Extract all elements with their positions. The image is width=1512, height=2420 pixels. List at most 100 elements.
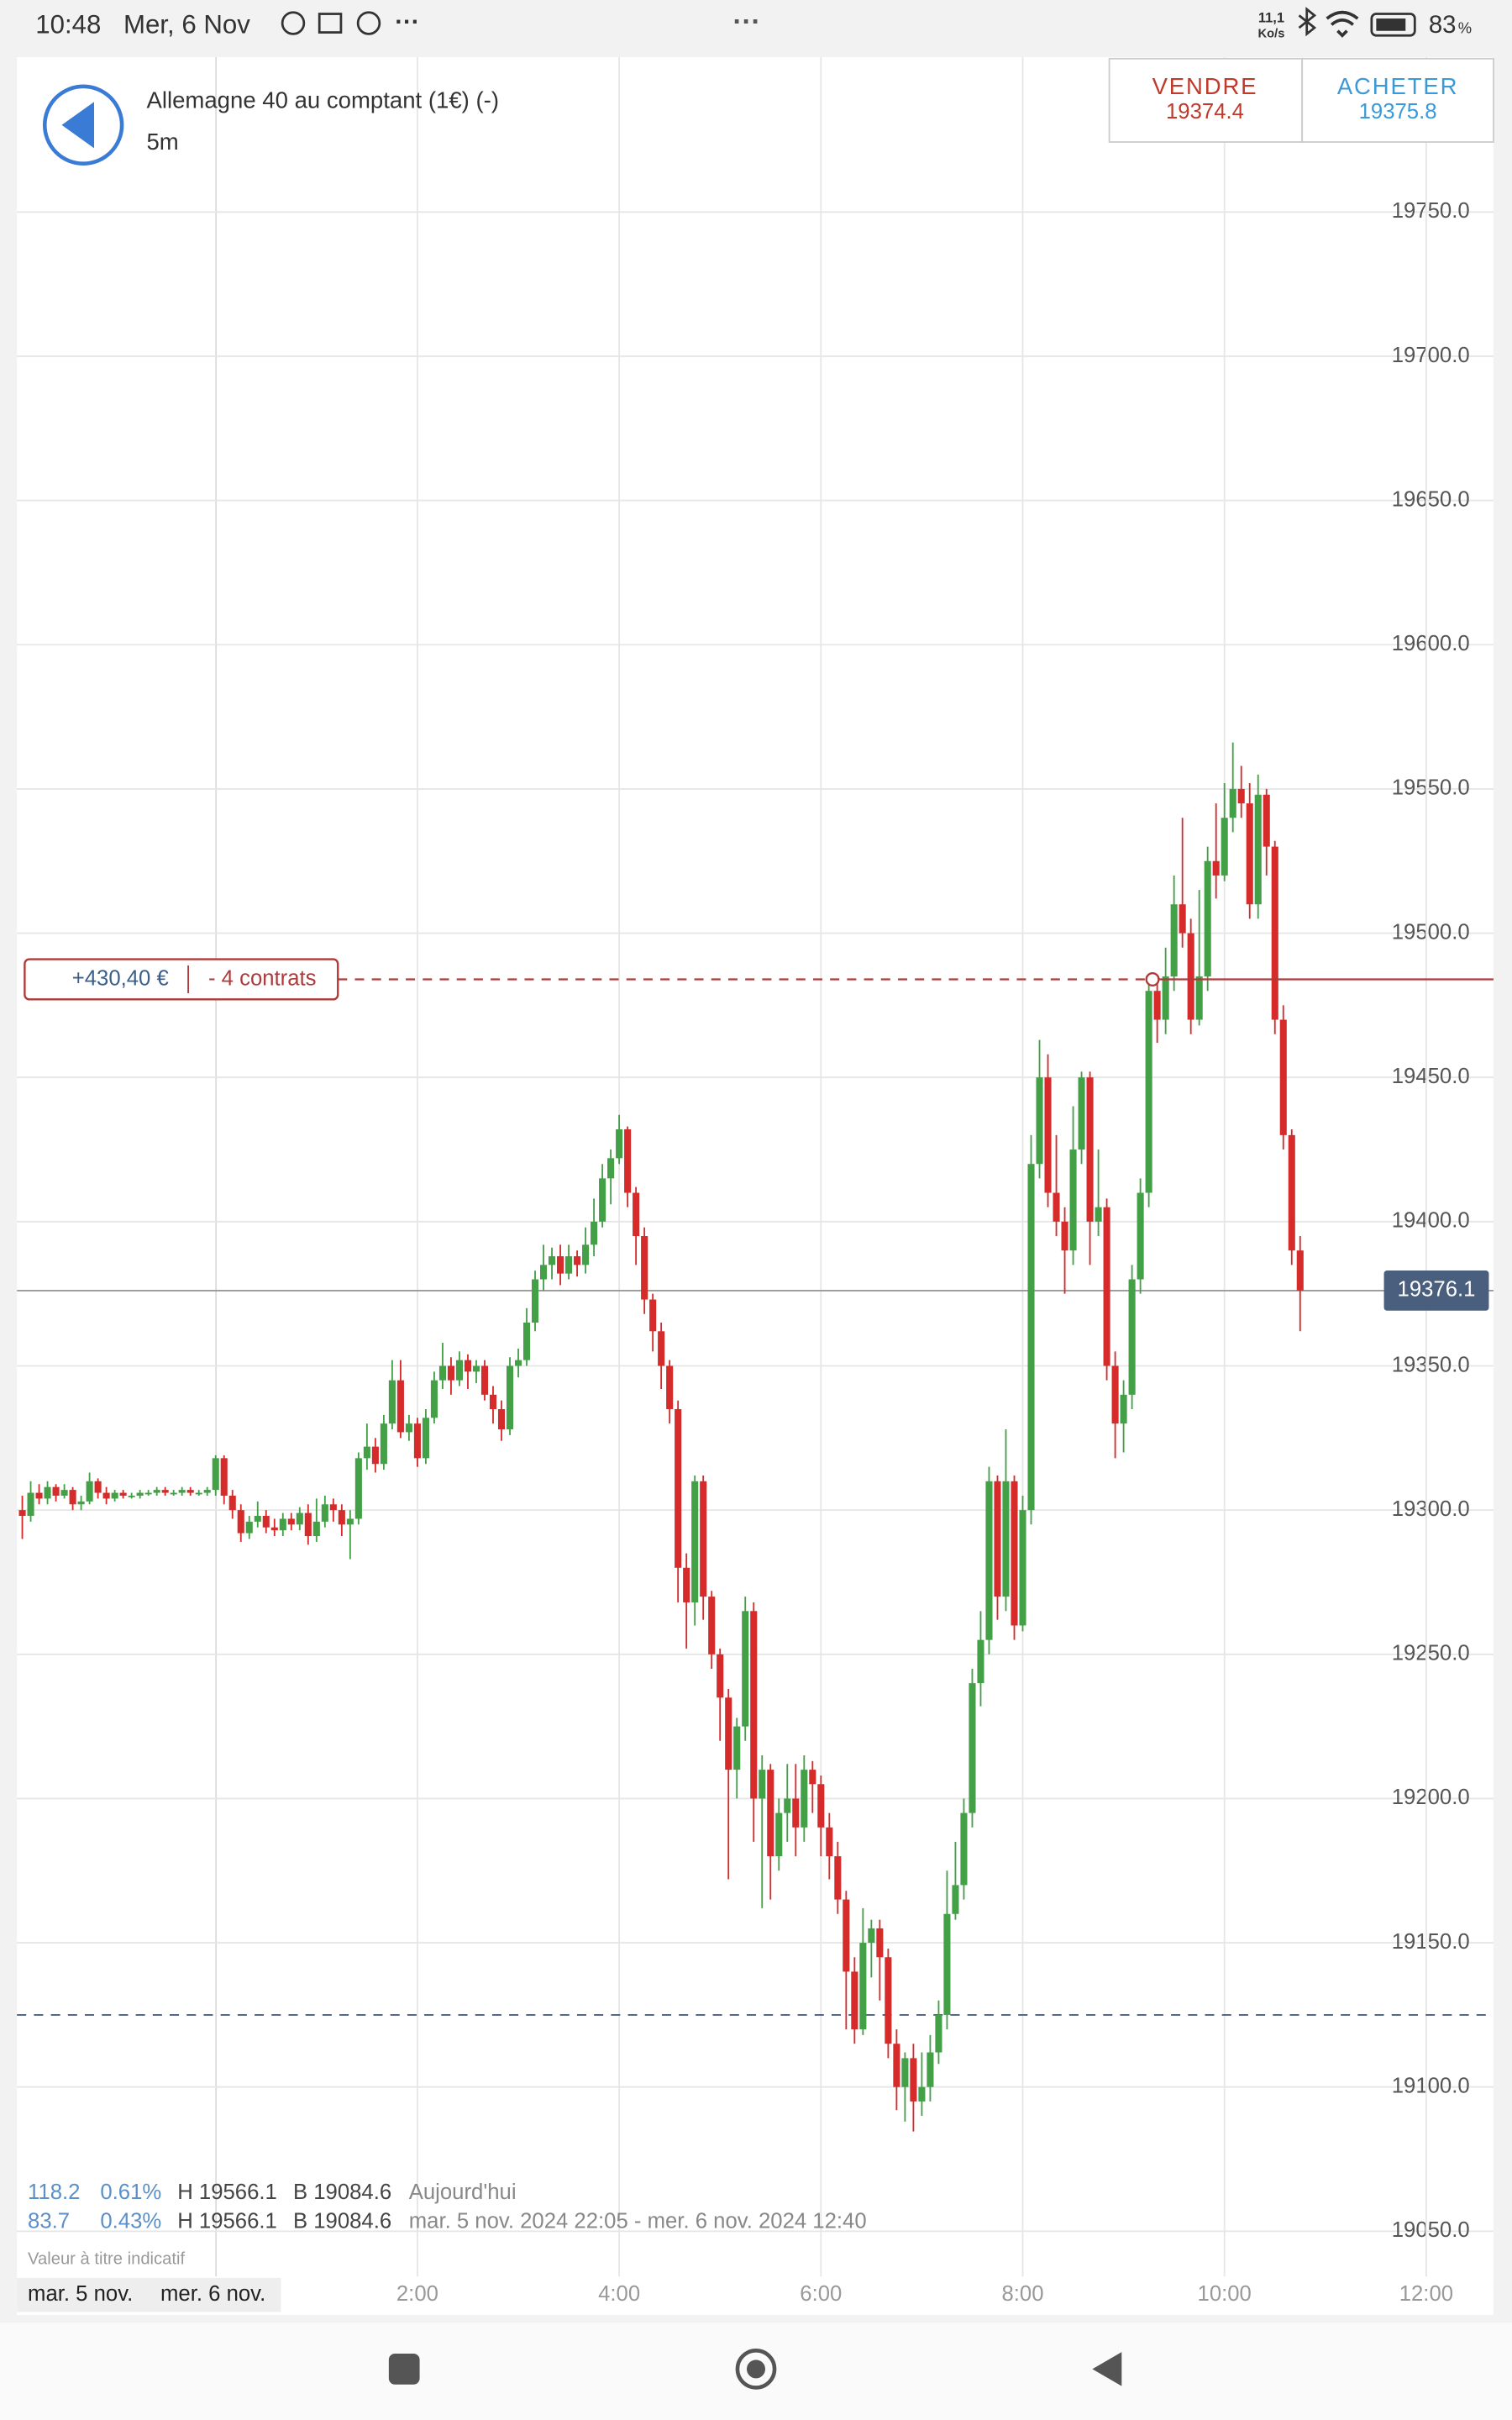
position-tag[interactable]: +430,40 € - 4 contrats — [24, 958, 339, 1001]
candle-body — [69, 1490, 76, 1505]
candle-body — [237, 1510, 244, 1534]
candle-body — [388, 1380, 396, 1424]
candle-body — [1086, 1077, 1094, 1222]
entry-marker — [1145, 971, 1160, 987]
candle-body — [405, 1423, 412, 1433]
candle-body — [700, 1481, 707, 1597]
status-bar: 10:48 Mer, 6 Nov ··· ··· 11,1 Ko/s 83 % — [35, 6, 1472, 40]
candle-body — [186, 1490, 194, 1493]
candle-body — [935, 2014, 942, 2053]
candle-body — [607, 1158, 615, 1179]
candle-body — [338, 1510, 345, 1525]
y-tick-label: 19750.0 — [1392, 199, 1470, 223]
bluetooth-icon — [1298, 7, 1317, 37]
x-tick-label: 8:00 — [1001, 2282, 1043, 2306]
candle-body — [77, 1501, 85, 1505]
header: Allemagne 40 au comptant (1€) (-) 5m VEN… — [42, 57, 1494, 166]
candle-body — [413, 1423, 421, 1459]
x-tick-label: 6:00 — [800, 2282, 842, 2306]
x-tick-label: 2:00 — [396, 2282, 438, 2306]
candle-body — [960, 1812, 968, 1886]
candle-body — [522, 1323, 531, 1360]
candle-body — [102, 1492, 110, 1499]
candle-body — [1212, 860, 1220, 876]
x-tick-label: 12:00 — [1399, 2282, 1453, 2306]
candle-body — [775, 1812, 783, 1857]
candle-body — [624, 1128, 632, 1193]
candle-body — [203, 1490, 211, 1493]
candle-body — [472, 1365, 480, 1372]
candle-body — [683, 1567, 690, 1602]
candle-body — [1271, 846, 1278, 1020]
nav-bar — [0, 2323, 1512, 2420]
y-tick-label: 19550.0 — [1392, 776, 1470, 800]
candle-body — [582, 1244, 590, 1265]
candle-body — [1103, 1207, 1110, 1366]
candle-body — [1011, 1481, 1018, 1626]
instrument-name: Allemagne 40 au comptant (1€) (-) — [146, 87, 499, 113]
candle-body — [1111, 1365, 1119, 1424]
candle-body — [565, 1256, 573, 1274]
candle-body — [599, 1178, 606, 1222]
home-dot — [746, 2360, 766, 2379]
candle-body — [666, 1365, 674, 1409]
candle-body — [1145, 991, 1152, 1193]
candle-body — [801, 1770, 808, 1828]
candle-body — [170, 1492, 177, 1495]
candle-body — [396, 1380, 404, 1433]
candle-body — [371, 1446, 379, 1465]
candle-body — [843, 1899, 850, 1972]
y-tick-label: 19050.0 — [1392, 2218, 1470, 2242]
candle-body — [708, 1597, 716, 1655]
candle-body — [304, 1512, 312, 1537]
candle-body — [27, 1492, 34, 1517]
candle-body — [1027, 1164, 1035, 1511]
sell-button[interactable] — [1108, 57, 1304, 143]
disclaimer: Valeur à titre indicatif — [28, 2249, 185, 2268]
candle-body — [346, 1518, 354, 1525]
y-tick-label: 19650.0 — [1392, 487, 1470, 511]
candle-body — [1036, 1077, 1043, 1165]
position-box[interactable] — [24, 958, 339, 1001]
candle-body — [1019, 1510, 1026, 1626]
candle-body — [540, 1265, 548, 1280]
recents-button[interactable] — [388, 2354, 420, 2385]
candle-body — [228, 1495, 236, 1511]
net-speed-unit: Ko/s — [1258, 27, 1285, 40]
candle-body — [1187, 933, 1194, 1020]
candle-body — [591, 1221, 598, 1245]
candle-body — [212, 1458, 219, 1491]
candle-body — [859, 1943, 867, 2030]
candle-body — [759, 1770, 766, 1799]
candle-body — [279, 1518, 286, 1531]
candle-body — [1044, 1077, 1052, 1193]
candle-body — [943, 1913, 951, 2015]
candle-body — [784, 1798, 791, 1813]
stat-value: 83.7 — [28, 2210, 70, 2233]
candle-body — [767, 1770, 774, 1857]
candle-body — [153, 1490, 160, 1493]
net-speed: 11,1 — [1258, 9, 1284, 25]
candle-body — [1229, 788, 1236, 818]
plot: 19050.0 19100.0 19150.0 19200.0 19250.0 19300… — [17, 56, 1494, 2306]
back-nav-button[interactable] — [1092, 2352, 1122, 2386]
candle-body — [1137, 1192, 1144, 1280]
notification-icon — [281, 11, 306, 35]
candle-body — [531, 1279, 539, 1323]
candle-body — [1170, 904, 1178, 977]
candle-body — [717, 1654, 724, 1698]
position-pnl: +430,40 € — [72, 966, 169, 990]
battery-unit: % — [1458, 19, 1472, 37]
interval[interactable]: 5m — [146, 129, 178, 155]
candle-body — [1078, 1077, 1085, 1150]
candle-body — [733, 1726, 741, 1770]
candle-body — [616, 1128, 623, 1159]
candle-body — [321, 1504, 328, 1522]
buy-button[interactable] — [1301, 57, 1494, 143]
candle-body — [1053, 1192, 1060, 1222]
buy-price: 19375.8 — [1359, 100, 1437, 124]
home-button[interactable] — [735, 2349, 777, 2390]
candle-body — [868, 1928, 875, 1944]
battery-level — [1376, 18, 1406, 31]
candle-body — [111, 1492, 118, 1499]
